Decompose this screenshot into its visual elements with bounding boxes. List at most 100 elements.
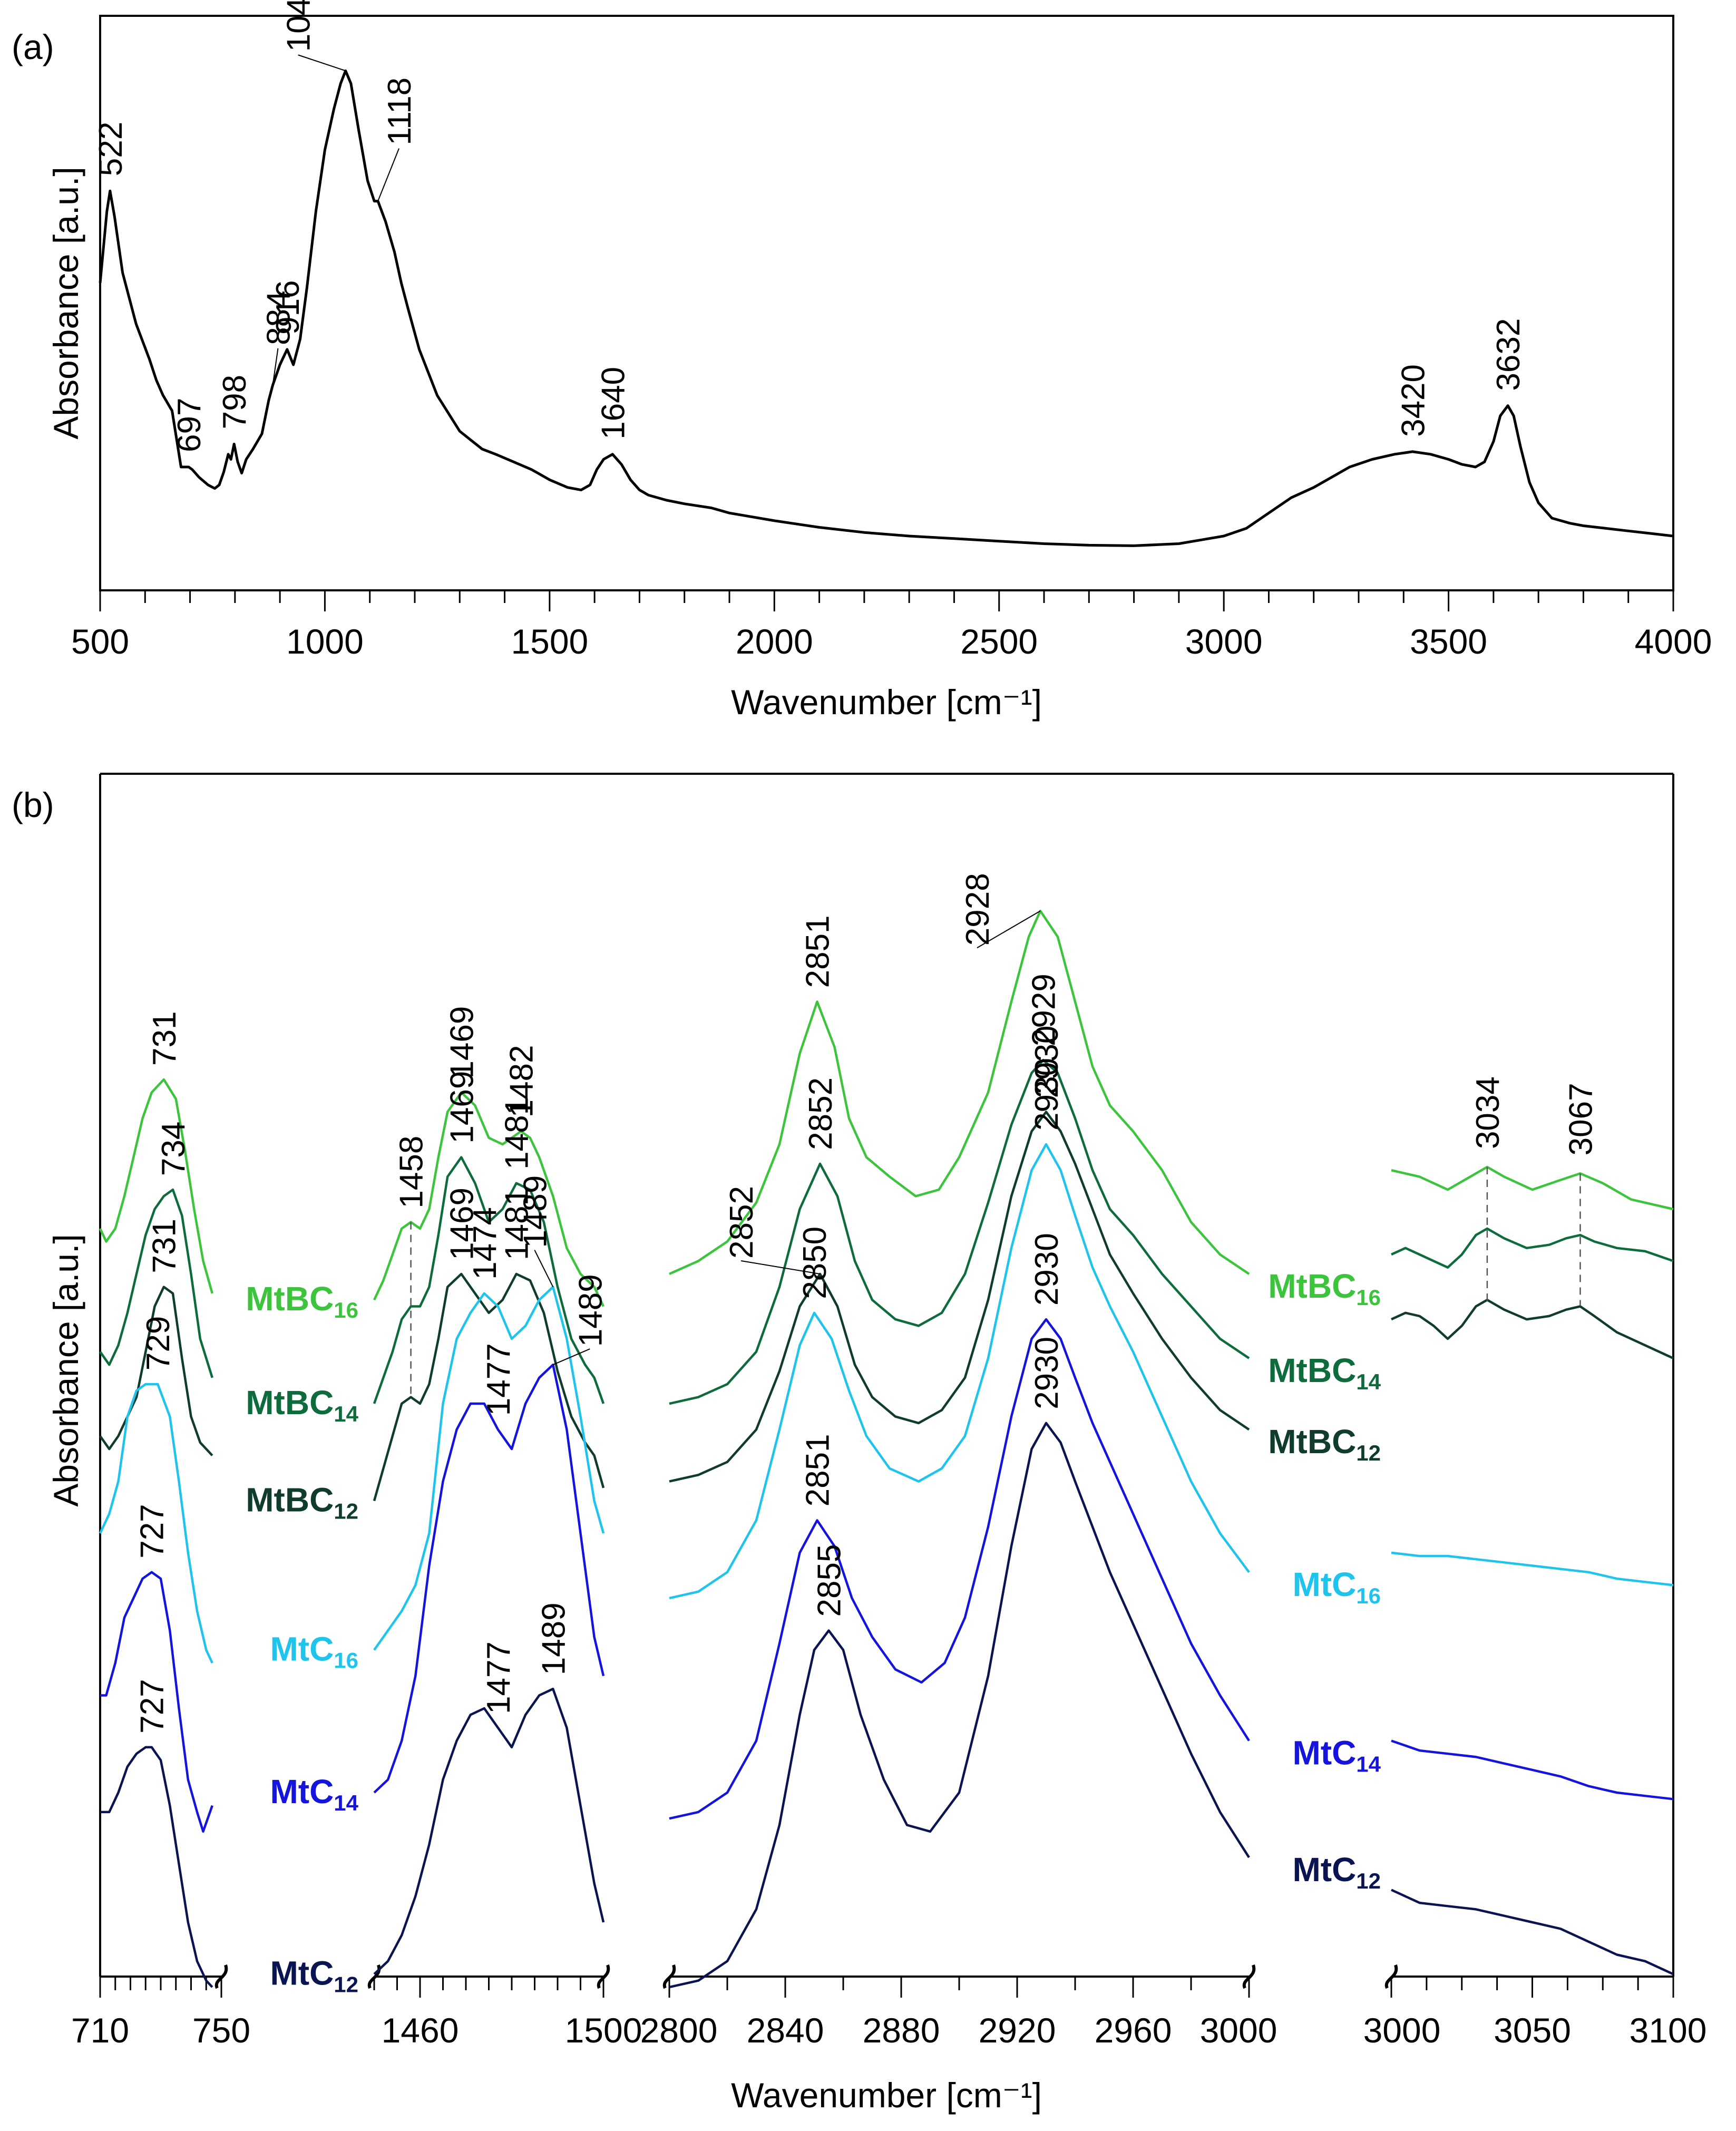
spectrum-line	[99, 69, 1674, 547]
peak-label: 1118	[382, 77, 418, 145]
x-tick-label: 710	[71, 2011, 129, 2050]
peak-label: 2929	[1026, 974, 1062, 1046]
spectrum-line	[100, 1746, 213, 1988]
peak-label: 734	[155, 1122, 192, 1176]
series-label: MtC14	[270, 1773, 358, 1815]
axis-break-mark	[662, 1964, 676, 1989]
x-tick-label: 1000	[286, 622, 364, 661]
x-tick-label: 2960	[1095, 2011, 1172, 2050]
spectrum-line	[669, 1143, 1250, 1600]
peak-label: 1477	[481, 1641, 517, 1714]
panel-a-series	[99, 69, 1674, 547]
spectrum-line	[373, 1091, 605, 1307]
spectrum-line	[1391, 1227, 1674, 1269]
series-label: MtBC14	[1268, 1351, 1381, 1394]
panel-b-series-labels: MtBC16 MtBC16 MtBC14 MtBC14 MtBC12 MtBC12 MtC1…	[246, 1267, 1381, 1997]
peak-label: 1469	[444, 1006, 480, 1079]
panel-b-y-axis-label: Absorbance [a.u.]	[46, 1234, 85, 1506]
series-label: MtBC16	[246, 1280, 358, 1322]
spectrum-line	[1391, 1165, 1674, 1211]
peak-label: 729	[140, 1316, 177, 1370]
x-tick-label: 1500	[565, 2011, 642, 2050]
peak-label: 1477	[481, 1343, 517, 1416]
spectrum-line	[669, 1422, 1250, 1989]
spectrum-line	[1391, 1298, 1674, 1359]
peak-label: 2855	[812, 1544, 848, 1617]
series-label: MtBC12	[246, 1481, 358, 1524]
peak-label: 2851	[800, 915, 836, 988]
panel-a-letter: (a)	[12, 27, 54, 66]
panel-b-series	[99, 909, 1674, 1989]
panel-a-y-axis-label: Absorbance [a.u.]	[46, 167, 85, 439]
peak-label: 1640	[595, 367, 631, 440]
x-tick-label: 3000	[1185, 622, 1263, 661]
x-tick-label: 2500	[960, 622, 1038, 661]
spectrum-line	[373, 1363, 605, 1794]
peak-leader-line	[740, 1260, 821, 1274]
panel-a-frame	[99, 15, 1674, 591]
panel-a-x-tick-labels: 500 1000 1500 2000 2500 3000 3500 4000	[71, 622, 1712, 661]
x-tick-label: 500	[71, 622, 129, 661]
peak-label: 1046	[281, 0, 317, 52]
spectrum-line	[669, 1058, 1250, 1405]
peak-label: 3034	[1470, 1076, 1506, 1149]
peak-label: 1469	[444, 1188, 480, 1260]
peak-leader-line	[552, 1348, 590, 1366]
axis-break-mark	[597, 1964, 610, 1989]
peak-label: 798	[217, 375, 253, 429]
peak-leader-line	[977, 910, 1041, 949]
peak-label: 3632	[1490, 318, 1527, 391]
axis-break-mark	[214, 1964, 228, 1989]
x-tick-label: 750	[192, 2011, 250, 2050]
spectrum-line	[669, 1111, 1250, 1483]
peak-leader-line	[377, 148, 399, 201]
series-label: MtBC12	[1268, 1423, 1381, 1465]
x-tick-label: 2880	[863, 2011, 940, 2050]
x-tick-label: 2840	[747, 2011, 824, 2050]
peak-leader-line	[272, 348, 279, 385]
peak-label: 1481	[499, 1097, 535, 1170]
x-tick-label: 2800	[640, 2011, 718, 2050]
axis-break-mark	[1384, 1964, 1398, 1989]
peak-label: 2852	[803, 1077, 839, 1150]
spectrum-line	[373, 1272, 605, 1502]
panel-a: (a) 500 1000 1500 2000 2500 3000 3500 4000 522 6…	[12, 0, 1712, 722]
spectrum-line	[99, 1286, 213, 1456]
spectrum-line	[669, 909, 1250, 1276]
peak-label: 2852	[724, 1186, 760, 1259]
panel-a-x-ticks	[99, 590, 1674, 611]
peak-label: 884	[260, 290, 297, 345]
panel-b-x-axis	[99, 1964, 1674, 1998]
spectrum-line	[99, 1383, 213, 1663]
x-tick-label: 3050	[1494, 2011, 1571, 2050]
peak-label: 3067	[1563, 1083, 1599, 1155]
x-tick-label: 1460	[382, 2011, 459, 2050]
peak-label: 2928	[960, 873, 996, 946]
peak-label: 916	[270, 280, 306, 334]
peak-leader-line	[298, 54, 346, 72]
peak-label: 731	[147, 1219, 183, 1273]
peak-label: 1458	[394, 1136, 430, 1209]
peak-label: 522	[93, 122, 129, 176]
peak-label: 2930	[1029, 1233, 1065, 1306]
x-tick-label: 3000	[1200, 2011, 1277, 2050]
peak-label: 1469	[444, 1071, 480, 1144]
peak-label: 2930	[1029, 1058, 1065, 1131]
x-tick-label: 3500	[1410, 622, 1487, 661]
spectrum-line	[1391, 1739, 1674, 1801]
spectrum-line	[669, 1318, 1250, 1820]
series-label: MtBC14	[246, 1384, 358, 1426]
peak-label: 2851	[800, 1434, 836, 1506]
spectrum-line	[373, 1687, 605, 1976]
series-label: MtC14	[1292, 1734, 1381, 1777]
x-tick-label: 3100	[1630, 2011, 1707, 2050]
x-tick-label: 2920	[979, 2011, 1056, 2050]
peak-label: 1489	[535, 1602, 572, 1675]
x-tick-label: 4000	[1635, 622, 1712, 661]
peak-label: 2930	[1029, 1337, 1065, 1409]
peak-label: 727	[134, 1679, 171, 1733]
